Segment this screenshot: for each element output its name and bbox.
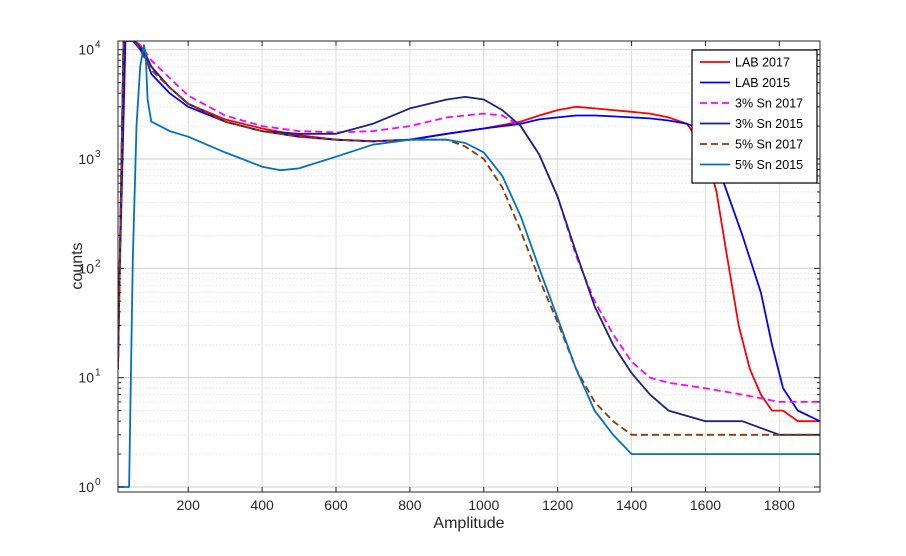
legend-label-6: 5% Sn 2015 bbox=[735, 158, 803, 172]
x-tick-label: 1400 bbox=[616, 497, 647, 513]
x-tick-label: 1800 bbox=[764, 497, 795, 513]
legend-label-4: 3% Sn 2015 bbox=[735, 117, 803, 131]
legend-label-5: 5% Sn 2017 bbox=[735, 138, 803, 152]
x-tick-label: 400 bbox=[250, 497, 274, 513]
x-tick-label: 800 bbox=[398, 497, 422, 513]
x-tick-label: 600 bbox=[324, 497, 348, 513]
plot-frame bbox=[117, 40, 821, 493]
x-tick-label: 1200 bbox=[542, 497, 573, 513]
y-tick-label-exponent: 2 bbox=[95, 258, 101, 269]
legend-label-1: LAB 2017 bbox=[735, 56, 790, 70]
y-axis-label: counts bbox=[69, 242, 86, 289]
y-tick-label-exponent: 3 bbox=[95, 149, 101, 160]
series-group bbox=[118, 41, 820, 488]
legend-label-2: LAB 2015 bbox=[735, 76, 790, 90]
x-tick-label: 200 bbox=[177, 497, 201, 513]
y-tick-label: 10 bbox=[78, 260, 94, 276]
y-tick-label: 10 bbox=[78, 151, 94, 167]
legend-label-3: 3% Sn 2017 bbox=[735, 97, 803, 111]
y-tick-label: 10 bbox=[78, 479, 94, 495]
x-axis-label: Amplitude bbox=[433, 515, 504, 532]
series-line-6 bbox=[118, 44, 820, 488]
y-tick-label-exponent: 1 bbox=[95, 368, 101, 379]
legend-box bbox=[691, 49, 818, 184]
y-tick-label: 10 bbox=[78, 42, 94, 58]
x-axis: 200 400 600 800 1000 1200 1400 1600 1800 bbox=[177, 41, 795, 513]
x-tick-label: 1600 bbox=[690, 497, 721, 513]
y-tick-label: 10 bbox=[78, 370, 94, 386]
y-tick-label-exponent: 0 bbox=[95, 477, 101, 488]
y-tick-label-exponent: 4 bbox=[95, 40, 101, 51]
legend: LAB 2017 LAB 2015 3% Sn 2017 3% Sn 2015 5% S… bbox=[691, 49, 818, 184]
x-tick-label: 1000 bbox=[468, 497, 499, 513]
